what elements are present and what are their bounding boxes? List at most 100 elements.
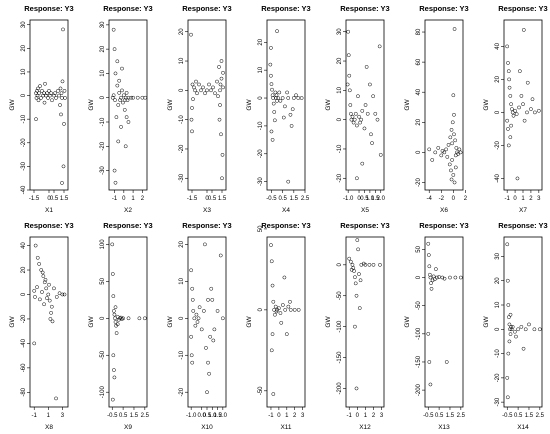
data-point — [506, 303, 511, 307]
data-point — [269, 348, 274, 353]
data-point — [354, 386, 359, 391]
data-point — [115, 83, 120, 88]
data-point — [508, 332, 513, 336]
y-tick-label: -20 — [21, 138, 27, 147]
data-point — [192, 316, 197, 321]
data-point — [508, 135, 513, 140]
data-point — [426, 241, 431, 246]
data-point — [190, 286, 195, 291]
data-point — [439, 153, 444, 158]
data-point — [140, 95, 145, 100]
data-point — [347, 88, 352, 93]
data-point — [510, 325, 515, 329]
data-point — [269, 82, 274, 86]
x-axis-label: X3 — [203, 207, 211, 214]
x-tick-label: -1 — [268, 413, 274, 419]
y-tick-label: 0 — [258, 308, 264, 312]
x-tick-label: -1 — [504, 196, 510, 202]
y-tick-label: -20 — [100, 141, 106, 150]
y-tick-label: 30 — [100, 21, 106, 28]
data-point — [346, 53, 351, 58]
data-point — [196, 316, 201, 321]
data-point — [280, 96, 285, 100]
y-tick-label: 20 — [179, 240, 185, 247]
data-point — [269, 259, 274, 264]
data-point — [292, 308, 297, 312]
x-axis-label: X11 — [280, 424, 291, 431]
data-point — [119, 95, 123, 100]
x-axis-label: X5 — [361, 207, 369, 214]
data-point — [219, 59, 224, 63]
data-point — [445, 155, 450, 159]
x-tick-label: -4 — [427, 196, 433, 202]
data-point — [428, 275, 433, 280]
data-point — [191, 97, 195, 101]
data-point — [356, 247, 360, 252]
y-tick-label: 50 — [100, 277, 106, 284]
data-point — [451, 173, 456, 177]
y-axis-label: GW — [404, 99, 411, 111]
panel-title: Response: Y3 — [419, 4, 468, 13]
data-point — [283, 308, 288, 312]
data-point — [507, 85, 512, 90]
data-point — [215, 79, 219, 84]
y-tick-label: 20 — [21, 44, 27, 51]
y-tick-label: -200 — [416, 383, 422, 396]
x-tick-label: 1.5 — [446, 413, 455, 419]
y-axis-label: GW — [404, 316, 411, 328]
data-point — [42, 302, 46, 307]
y-tick-label: -50 — [337, 291, 343, 300]
x-tick-label: 2.0 — [219, 413, 228, 419]
data-point — [280, 303, 285, 307]
data-point — [112, 368, 116, 372]
x-tick-label: 1.5 — [290, 196, 299, 202]
panel-title: Response: Y3 — [261, 4, 310, 13]
data-point — [453, 153, 458, 158]
x-tick-label: 0.5 — [203, 413, 212, 419]
x-tick-label: 0 — [205, 196, 209, 202]
data-point — [371, 94, 375, 99]
data-point — [453, 138, 458, 143]
data-point — [194, 79, 198, 84]
y-tick-label: -20 — [179, 387, 185, 396]
data-point — [111, 93, 116, 98]
data-point — [123, 144, 128, 149]
data-point — [193, 323, 198, 328]
x-tick-label: 0 — [452, 196, 456, 202]
y-tick-label: -150 — [416, 355, 422, 368]
y-tick-label: 50 — [416, 245, 422, 252]
x-tick-label: 0.5 — [514, 413, 523, 419]
data-point — [207, 82, 211, 87]
data-point — [451, 93, 456, 98]
y-tick-label: -20 — [495, 140, 501, 149]
x-tick-label: 2 — [293, 413, 297, 419]
data-point — [54, 295, 59, 299]
y-tick-label: 60 — [416, 58, 422, 65]
data-point — [347, 73, 352, 78]
data-point — [116, 103, 121, 107]
data-point — [113, 98, 117, 102]
data-point — [131, 95, 135, 100]
y-axis-label: GW — [325, 99, 332, 111]
data-point — [278, 98, 283, 103]
data-point — [428, 382, 433, 387]
data-point — [452, 27, 457, 31]
data-point — [143, 95, 147, 100]
data-point — [515, 176, 520, 181]
data-point — [53, 91, 57, 96]
data-point — [452, 180, 457, 185]
y-tick-label: 0 — [179, 316, 185, 320]
data-point — [110, 272, 115, 276]
data-point — [509, 325, 513, 329]
data-point — [112, 312, 117, 317]
data-point — [112, 309, 116, 313]
data-point — [450, 158, 454, 162]
data-point — [346, 29, 351, 34]
y-axis-label: GW — [167, 316, 174, 328]
data-point — [38, 297, 42, 302]
data-point — [114, 331, 119, 335]
data-point — [453, 165, 458, 170]
data-point — [40, 270, 45, 275]
data-point — [120, 317, 124, 321]
